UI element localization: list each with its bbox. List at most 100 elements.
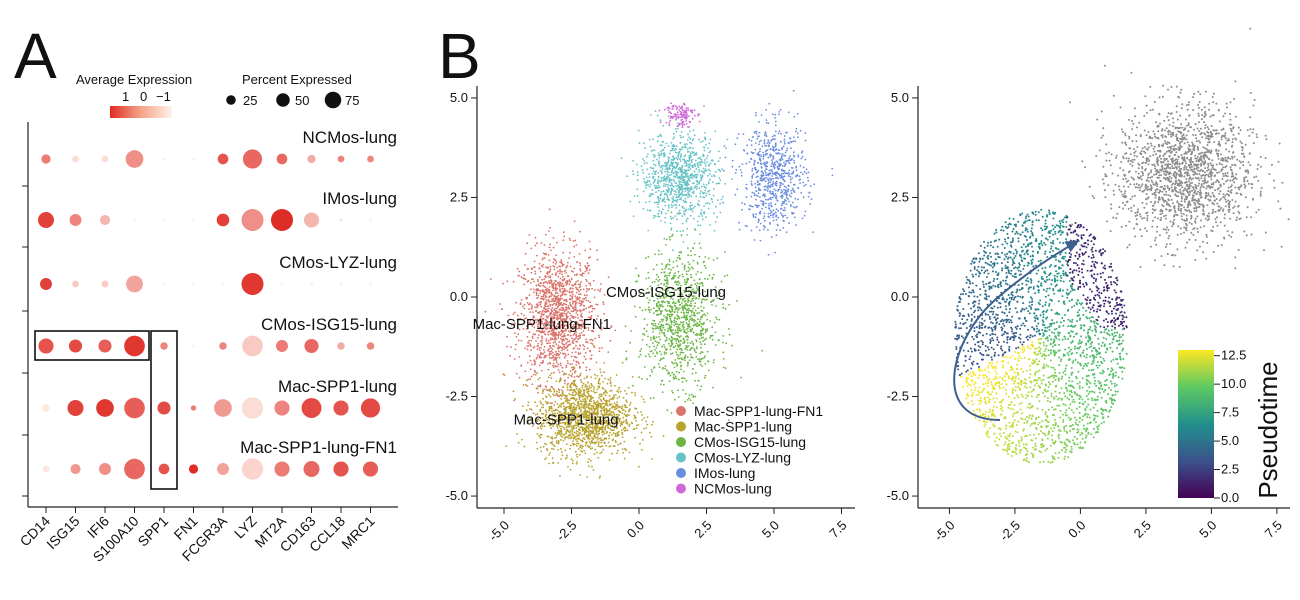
cell-point: [571, 341, 574, 344]
cell-point: [668, 157, 671, 159]
cell-point: [831, 167, 834, 170]
cell-point: [526, 296, 528, 299]
cell-point: [562, 335, 565, 338]
cell-point: [672, 195, 675, 198]
cell-point: [570, 383, 572, 386]
cell-point: [614, 408, 617, 410]
cell-point: [609, 381, 612, 384]
cell-point: [657, 341, 660, 344]
cell-point: [621, 361, 624, 364]
cell-point: [672, 376, 675, 379]
cell-point: [653, 366, 656, 368]
cell-point: [550, 347, 552, 349]
cell-point: [663, 315, 665, 317]
cell-point: [649, 145, 652, 148]
cell-point: [645, 186, 647, 189]
cell-point: [562, 251, 565, 254]
cell-point: [545, 400, 547, 403]
cell-point: [575, 244, 578, 246]
cell-point: [798, 175, 801, 178]
cell-point: [613, 385, 616, 387]
cell-point: [544, 356, 547, 358]
cell-point: [676, 348, 679, 351]
cell-point: [537, 294, 540, 297]
cell-point: [622, 451, 624, 454]
cell-point: [547, 435, 550, 438]
cell-point: [675, 194, 678, 196]
cell-point: [671, 371, 674, 374]
cell-point: [557, 297, 560, 300]
cell-point: [685, 162, 688, 165]
cell-point: [642, 332, 644, 335]
cell-point: [601, 445, 603, 448]
cell-point: [670, 330, 673, 333]
cell-point: [546, 380, 549, 383]
cell-point: [588, 282, 590, 284]
cell-point: [696, 202, 699, 205]
cell-point: [586, 347, 589, 350]
cell-point: [510, 346, 512, 348]
cell-point: [695, 153, 698, 156]
cell-point: [704, 256, 707, 258]
cell-point: [689, 309, 692, 312]
cell-point: [567, 275, 570, 278]
cell-point: [563, 415, 566, 418]
cell-point: [662, 326, 665, 329]
cell-point: [597, 380, 600, 383]
cell-point: [632, 384, 634, 387]
cell-point: [696, 384, 699, 387]
cell-point: [657, 176, 660, 179]
cell-point: [683, 279, 686, 281]
cell-point: [617, 443, 619, 446]
cell-point: [531, 306, 534, 308]
cell-point: [690, 186, 692, 189]
cell-point: [679, 160, 682, 163]
cell-point: [679, 141, 682, 144]
cell-point: [555, 272, 557, 274]
cell-point: [590, 383, 593, 386]
cell-point: [587, 435, 590, 438]
cell-point: [706, 318, 709, 321]
cell-point: [550, 300, 553, 303]
cell-point: [758, 229, 761, 232]
cell-point: [659, 325, 662, 328]
cell-point: [567, 326, 569, 329]
cell-point: [653, 156, 656, 158]
cell-point: [538, 377, 541, 379]
cell-point: [555, 307, 558, 310]
cell-point: [705, 157, 708, 160]
cell-point: [698, 169, 701, 171]
cell-point: [605, 400, 608, 403]
cell-point: [704, 267, 707, 269]
cell-point: [705, 194, 707, 197]
cell-point: [584, 265, 587, 268]
cell-point: [514, 398, 516, 400]
cell-point: [549, 452, 551, 454]
cell-point: [683, 201, 686, 204]
cell-point: [693, 363, 696, 366]
cell-point: [597, 432, 600, 435]
cell-point: [539, 317, 542, 320]
cell-point: [532, 412, 535, 415]
cell-point: [674, 161, 677, 164]
cell-point: [684, 190, 687, 193]
gene-label-isg15: ISG15: [43, 513, 83, 553]
cell-point: [516, 267, 519, 270]
cell-point: [692, 217, 695, 220]
cell-point: [605, 407, 608, 410]
cell-point: [676, 311, 679, 313]
cell-point: [698, 255, 701, 258]
cell-point: [542, 317, 545, 320]
cell-point: [553, 302, 555, 305]
cell-point: [683, 193, 686, 196]
cell-point: [624, 406, 627, 409]
cell-point: [512, 280, 515, 283]
cell-point: [567, 321, 569, 323]
cell-point: [547, 389, 549, 392]
cell-point: [615, 433, 617, 436]
cell-point: [671, 343, 674, 346]
cell-point: [710, 197, 713, 200]
cell-point: [573, 383, 576, 386]
cell-point: [586, 476, 589, 478]
cell-point: [619, 390, 622, 393]
